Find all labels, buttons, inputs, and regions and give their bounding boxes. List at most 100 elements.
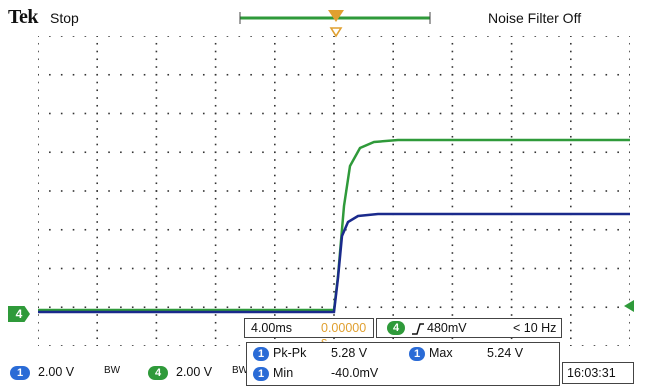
grid-dot — [451, 236, 454, 239]
grid-dot — [143, 151, 146, 154]
grid-dot — [570, 143, 572, 146]
grid-dot — [629, 159, 630, 161]
grid-dot — [487, 151, 489, 154]
grid-dot — [131, 345, 134, 346]
grid-dot — [321, 267, 323, 270]
grid-dot — [451, 120, 454, 123]
ch1-trace — [38, 212, 630, 314]
grid-dot — [321, 190, 323, 192]
grid-dot — [96, 89, 98, 92]
ch4-badge[interactable]: 4 — [148, 366, 168, 380]
grid-dot — [179, 151, 181, 154]
grid-dot — [108, 345, 110, 346]
grid-dot — [392, 228, 394, 231]
grid-dot — [191, 306, 193, 309]
grid-dot — [38, 97, 39, 99]
grid-dot — [155, 143, 158, 146]
grid-dot — [155, 182, 158, 185]
grid-dot — [510, 120, 513, 123]
grid-dot — [84, 306, 87, 309]
grid-dot — [155, 174, 158, 177]
waveform-display[interactable] — [38, 36, 630, 346]
grid-dot — [155, 89, 158, 92]
grid-dot — [96, 42, 98, 45]
channel-readout-bar: 1 2.00 V BW 4 2.00 V BW — [8, 362, 248, 384]
grid-dot — [108, 36, 110, 37]
grid-dot — [202, 151, 205, 154]
grid-dot — [202, 306, 205, 309]
grid-dot — [38, 228, 39, 231]
grid-dot — [167, 190, 170, 192]
ch4-ground-marker[interactable]: 4 — [8, 306, 30, 322]
measurements-panel[interactable]: 1 Pk-Pk 5.28 V 1 Max 5.24 V 1 Min -40.0m… — [246, 342, 560, 386]
grid-dot — [392, 159, 394, 161]
grid-dot — [333, 197, 335, 200]
grid-dot — [38, 197, 39, 200]
grid-dot — [333, 213, 335, 216]
trigger-position-icon[interactable] — [326, 8, 346, 38]
grid-dot — [202, 112, 205, 115]
grid-dot — [392, 36, 394, 37]
trigger-level: 480mV — [427, 321, 467, 335]
grid-dot — [96, 321, 98, 324]
grid-dot — [368, 73, 371, 76]
grid-dot — [202, 345, 205, 346]
grid-dot — [380, 151, 383, 154]
grid-dot — [333, 151, 335, 154]
grid-dot — [214, 321, 217, 324]
timebase-panel[interactable]: 4.00ms 0.00000 s — [244, 318, 374, 349]
grid-dot — [49, 228, 51, 231]
grid-dot — [274, 298, 276, 301]
grid-dot — [333, 104, 335, 107]
waveform-traces — [38, 138, 630, 314]
grid-dot — [392, 314, 394, 316]
grid-dot — [226, 228, 229, 231]
grid-dot — [38, 135, 39, 138]
grid-dot — [214, 66, 217, 68]
grid-dot — [333, 283, 335, 285]
grid-dot — [226, 151, 229, 154]
grid-dot — [593, 190, 596, 192]
grid-dot — [38, 283, 39, 285]
grid-dot — [38, 259, 39, 262]
grid-dot — [522, 228, 525, 231]
grid-dot — [593, 306, 596, 309]
grid-dot — [108, 151, 110, 154]
grid-dot — [297, 267, 300, 270]
grid-dot — [38, 321, 39, 324]
grid-dot — [451, 42, 454, 45]
grid-dot — [38, 345, 39, 346]
grid-dot — [38, 314, 39, 316]
grid-dot — [60, 36, 63, 37]
grid-dot — [392, 151, 394, 154]
grid-dot — [534, 73, 537, 76]
grid-dot — [392, 66, 394, 68]
grid-dot — [570, 236, 572, 239]
trigger-panel[interactable]: 4 480mV < 10 Hz — [376, 318, 562, 338]
grid-dot — [226, 36, 229, 37]
grid-dot — [416, 267, 418, 270]
grid-dot — [96, 81, 98, 84]
grid-dot — [392, 337, 394, 340]
grid-dot — [451, 182, 454, 185]
trigger-level-icon[interactable] — [622, 298, 636, 314]
grid-dot — [84, 151, 87, 154]
grid-dot — [96, 236, 98, 239]
grid-dot — [427, 73, 430, 76]
grid-dot — [49, 36, 51, 37]
grid-dot — [155, 205, 158, 208]
grid-dot — [96, 128, 98, 130]
grid-dot — [120, 345, 122, 346]
grid-dot — [593, 112, 596, 115]
grid-dot — [96, 66, 98, 68]
grid-dot — [581, 36, 584, 37]
ch1-badge[interactable]: 1 — [10, 366, 30, 380]
grid-dot — [262, 306, 264, 309]
grid-dot — [333, 182, 335, 185]
grid-dot — [155, 329, 158, 332]
grid-dot — [570, 267, 572, 270]
grid-dot — [96, 151, 98, 154]
grid-dot — [72, 36, 75, 37]
grid-dot — [570, 174, 572, 177]
